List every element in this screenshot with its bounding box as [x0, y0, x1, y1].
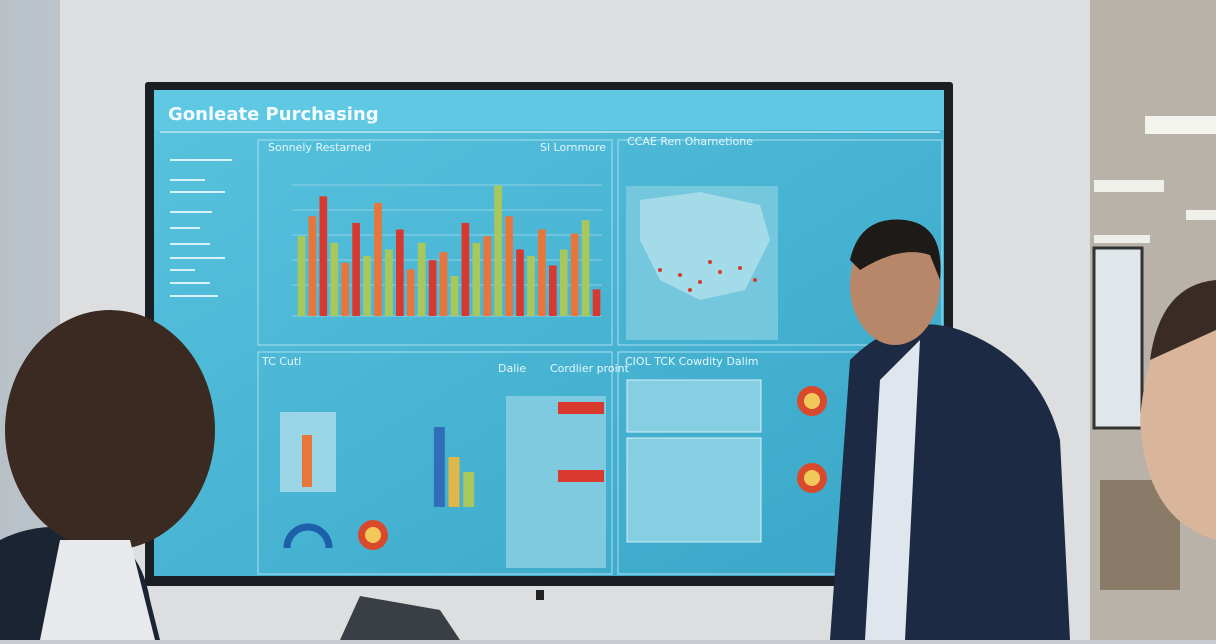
- map-dots: [658, 260, 757, 292]
- panel: [257, 351, 613, 575]
- bar: [505, 216, 513, 316]
- bar: [483, 236, 492, 316]
- bar: [494, 185, 503, 316]
- panel-title: Dalie: [498, 362, 526, 375]
- presenter-shirt: [865, 340, 920, 640]
- bar: [538, 229, 546, 316]
- person-right-hair: [1150, 280, 1216, 360]
- bar: [448, 457, 460, 507]
- panel-title: CCAE Ren Oharnetione: [627, 135, 753, 148]
- laptop: [340, 596, 460, 640]
- bar: [592, 289, 601, 316]
- bar: [450, 276, 459, 316]
- donut-center: [804, 470, 820, 486]
- bar: [559, 249, 568, 316]
- panel-title: TC Cutl: [261, 355, 301, 368]
- us-map: [626, 437, 762, 543]
- sidebar-lines: [170, 159, 232, 297]
- person-left-head: [5, 310, 215, 550]
- window: [1092, 246, 1144, 430]
- small-chart: [433, 427, 475, 507]
- bar-chart: [297, 185, 601, 316]
- ceiling-light: [1094, 235, 1150, 243]
- screen-title: Gonleate Purchasing: [168, 104, 379, 125]
- ceiling-light: [1094, 180, 1164, 192]
- bar: [363, 256, 371, 316]
- gauge: [283, 523, 333, 549]
- bar: [461, 222, 470, 316]
- ceiling-light: [1186, 210, 1216, 220]
- bar: [297, 236, 306, 316]
- panel-title: CIOL TCK Cowdity Dalim: [625, 355, 758, 368]
- bar: [463, 472, 475, 507]
- table-badge: [558, 402, 604, 414]
- bar: [341, 262, 350, 316]
- donut-center: [365, 527, 381, 543]
- table-badge: [558, 470, 604, 482]
- bar: [330, 242, 339, 316]
- bar: [308, 216, 317, 316]
- us-map: [626, 379, 762, 433]
- bar: [395, 229, 404, 316]
- bar: [428, 260, 437, 316]
- bar: [352, 222, 360, 316]
- map-land: [640, 192, 770, 300]
- bar: [548, 265, 557, 316]
- presenter-hair: [850, 219, 941, 280]
- bar: [319, 196, 328, 316]
- panel-title: Sonnely Restarned: [268, 141, 371, 154]
- panel-title: Sl Lornmore: [540, 141, 606, 154]
- bar: [385, 249, 393, 316]
- bar: [439, 252, 448, 316]
- bar: [527, 256, 535, 316]
- level-bar: [302, 435, 312, 487]
- donut-center: [804, 393, 820, 409]
- bar: [472, 242, 481, 316]
- stand: [536, 590, 544, 600]
- panel: [617, 139, 943, 346]
- bar: [570, 233, 579, 316]
- bar: [516, 249, 524, 316]
- bar: [417, 242, 426, 316]
- panel-titles: Sonnely Restarned Sl Lornmore CCAE Ren O…: [261, 135, 758, 375]
- panel: [257, 139, 613, 346]
- bar: [374, 202, 382, 316]
- panel-title: Cordlier proint: [550, 362, 630, 375]
- collar: [40, 540, 155, 640]
- bar: [581, 220, 590, 316]
- bar: [406, 269, 415, 316]
- header-bar: [154, 90, 944, 130]
- bar: [433, 427, 445, 507]
- ceiling-light: [1145, 116, 1216, 134]
